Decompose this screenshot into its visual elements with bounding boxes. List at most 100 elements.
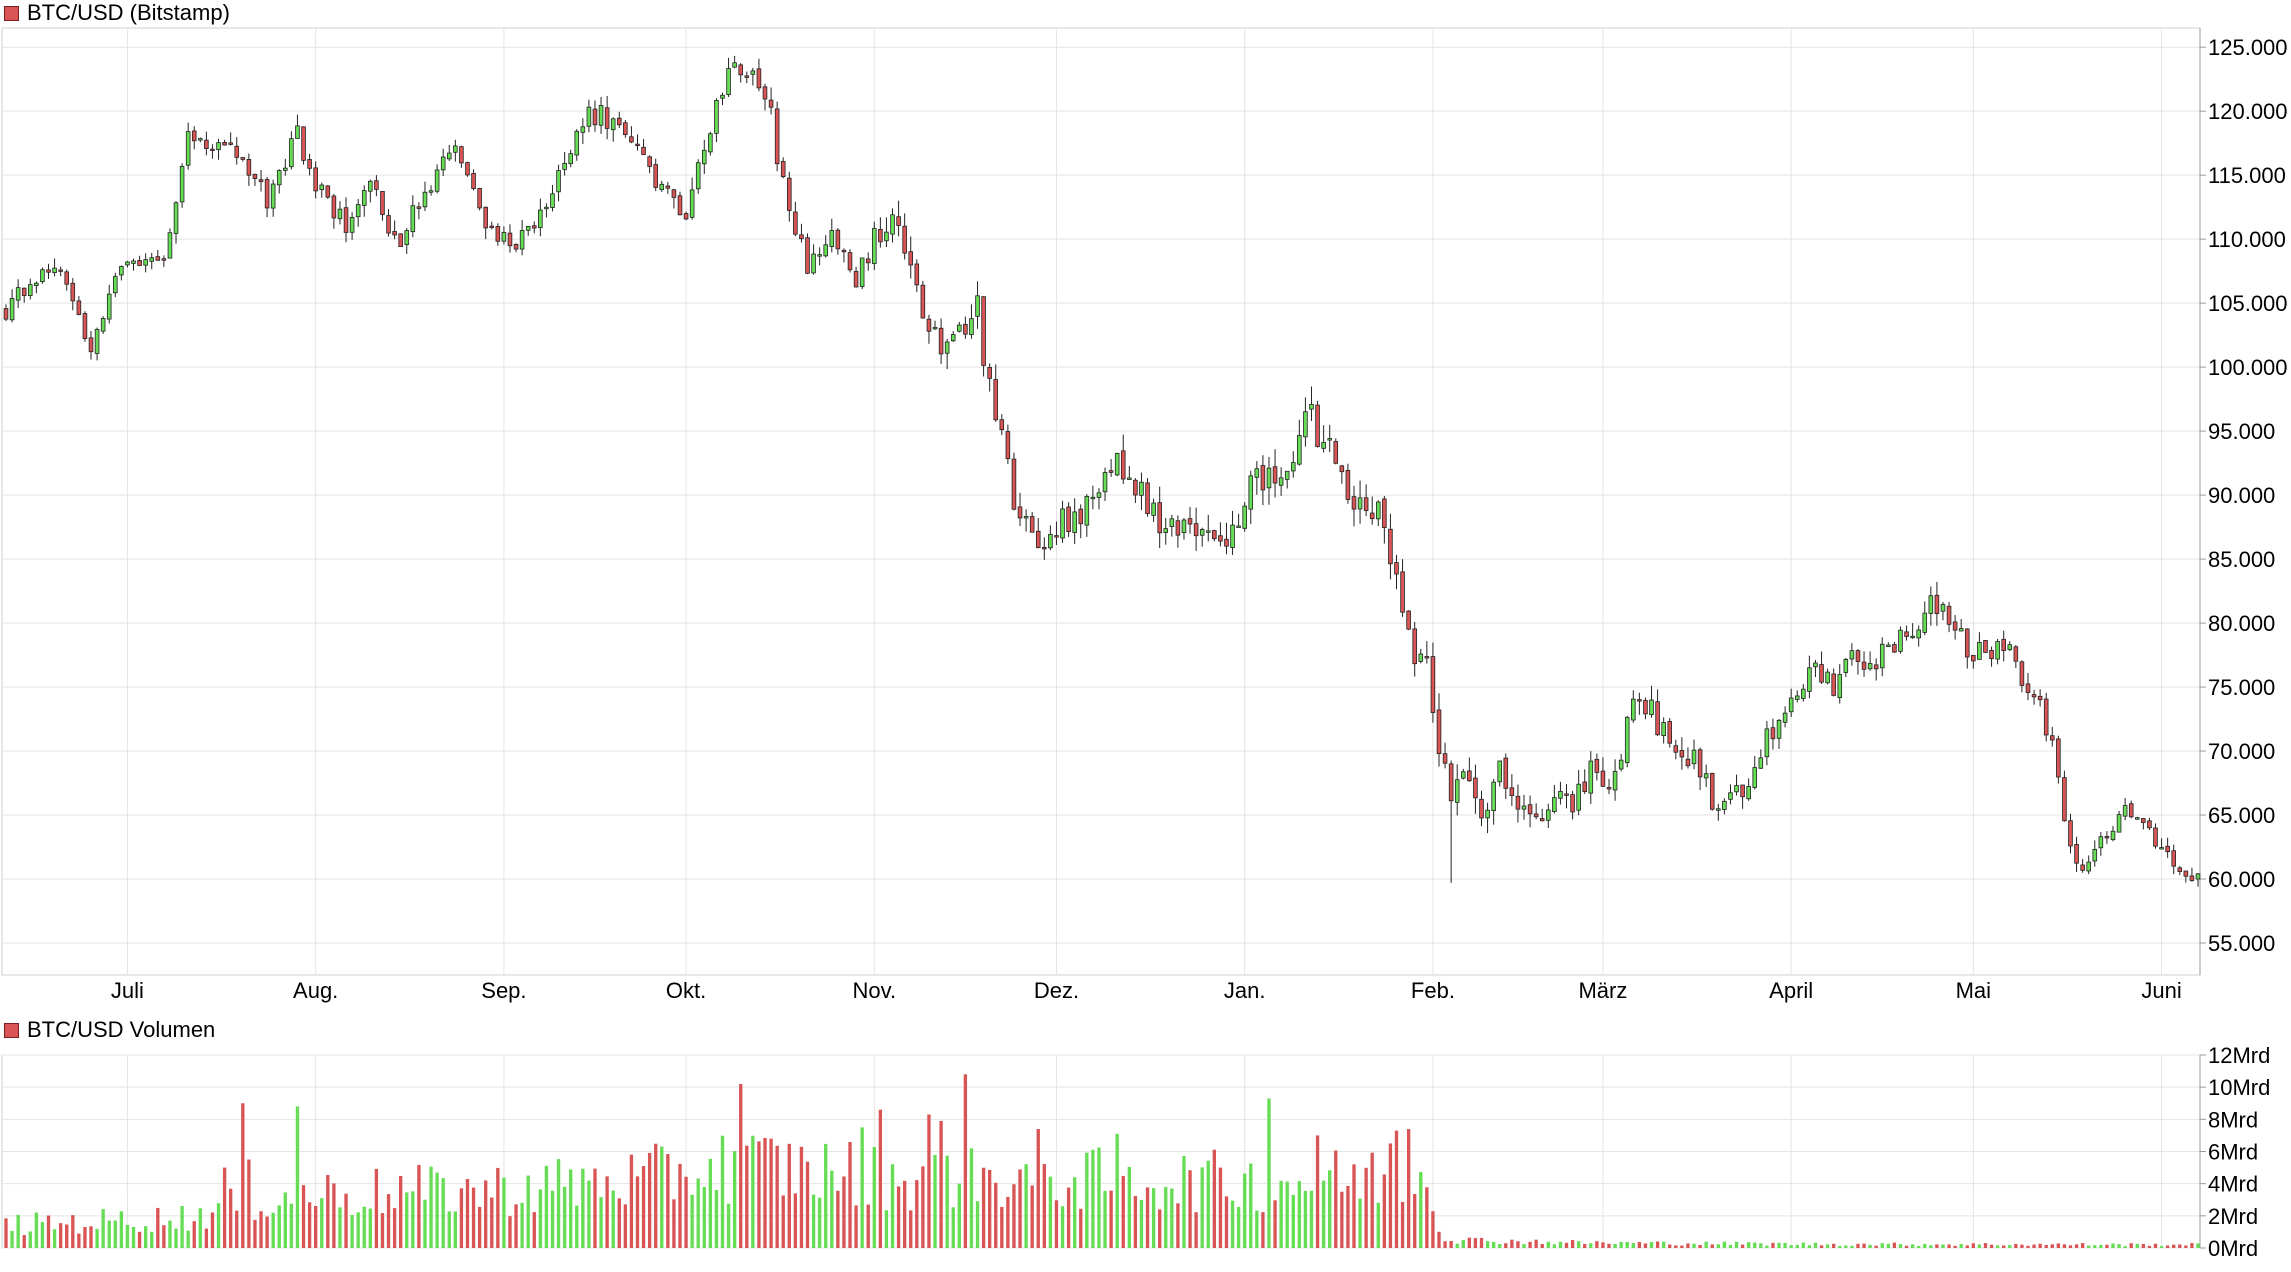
volume-bar-down — [380, 1213, 385, 1248]
candle-up — [1794, 695, 1800, 700]
volume-bar-up — [1716, 1244, 1720, 1248]
volume-bar-down — [1819, 1245, 1824, 1248]
candle-down — [1515, 795, 1521, 810]
candle-down — [222, 142, 227, 146]
volume-bar-down — [1382, 1174, 1387, 1248]
volume-bar-down — [848, 1141, 852, 1248]
volume-bar-down — [484, 1180, 488, 1248]
volume-bar-up — [562, 1186, 567, 1248]
candle-down — [683, 213, 689, 220]
candle-up — [1788, 697, 1794, 713]
volume-bar-up — [1164, 1186, 1168, 1248]
candle-down — [88, 337, 94, 353]
candle-down — [1855, 650, 1861, 662]
candle-down — [1394, 562, 1399, 575]
volume-bar-up — [1813, 1242, 1818, 1248]
candle-down — [616, 117, 622, 126]
candle-up — [446, 152, 452, 160]
volume-bar-down — [678, 1163, 682, 1248]
volume-bar-down — [2178, 1244, 2182, 1248]
candle-down — [1473, 777, 1478, 799]
candle-down — [1533, 813, 1539, 818]
candle-up — [2086, 861, 2091, 872]
volume-bar-down — [1601, 1242, 1605, 1248]
candle-down — [1685, 758, 1691, 767]
candle-up — [185, 131, 191, 166]
candle-down — [1946, 605, 1952, 625]
volume-bar-down — [399, 1175, 403, 1248]
volume-bar-up — [1589, 1243, 1593, 1248]
volume-bar-up — [350, 1214, 354, 1248]
candle-up — [1746, 786, 1751, 800]
candle-down — [1952, 621, 1958, 631]
candle-down — [787, 177, 792, 211]
volume-bar-down — [1564, 1242, 1569, 1248]
candle-down — [2189, 875, 2195, 881]
candle-down — [793, 211, 798, 235]
volume-bar-up — [1613, 1243, 1617, 1248]
volume-bar-down — [1121, 1175, 1125, 1248]
candle-down — [2171, 850, 2176, 867]
volume-bar-up — [40, 1222, 45, 1248]
volume-bar-down — [1054, 1200, 1059, 1248]
candle-down — [1315, 404, 1320, 447]
candle-down — [1448, 763, 1454, 802]
volume-y-tick-label: 0Mrd — [2208, 1236, 2258, 1261]
candle-down — [331, 195, 337, 219]
volume-bar-up — [1910, 1244, 1915, 1248]
candle-up — [1576, 783, 1581, 811]
candle-up — [1849, 650, 1855, 660]
candle-up — [695, 162, 701, 190]
volume-bar-up — [168, 1220, 172, 1248]
volume-bar-down — [1352, 1164, 1356, 1248]
candle-down — [1770, 727, 1776, 740]
volume-bar-down — [508, 1216, 512, 1248]
candle-up — [106, 293, 112, 320]
candle-up — [884, 231, 889, 242]
price-y-tick-label: 120.000 — [2208, 99, 2288, 124]
candle-up — [1102, 472, 1108, 493]
volume-bar-up — [708, 1158, 713, 1248]
candle-down — [234, 145, 240, 158]
candle-down — [2049, 735, 2055, 741]
candle-down — [307, 159, 312, 169]
candle-up — [580, 126, 586, 133]
candle-up — [2122, 805, 2128, 817]
volume-bar-down — [162, 1225, 166, 1248]
candle-up — [969, 318, 974, 336]
candle-down — [841, 249, 847, 253]
candle-up — [1169, 518, 1175, 527]
volume-bar-down — [477, 1206, 482, 1248]
candle-up — [708, 133, 713, 153]
candle-down — [999, 419, 1005, 431]
volume-bar-down — [1607, 1243, 1611, 1248]
candle-down — [938, 327, 944, 355]
volume-bar-up — [544, 1165, 549, 1248]
x-tick-label: Aug. — [293, 978, 338, 1003]
candle-down — [1351, 496, 1357, 510]
candle-up — [1837, 674, 1843, 698]
volume-bar-up — [726, 1203, 731, 1248]
candle-down — [914, 263, 920, 286]
candle-up — [1491, 781, 1496, 811]
volume-bar-up — [180, 1206, 184, 1248]
candle-down — [1989, 649, 1994, 660]
candle-up — [28, 284, 33, 296]
volume-bar-down — [156, 1207, 160, 1248]
candle-up — [732, 62, 737, 68]
candle-down — [1594, 758, 1600, 773]
candle-down — [191, 130, 197, 142]
volume-y-tick-label: 4Mrd — [2208, 1172, 2258, 1197]
volume-bar-up — [435, 1172, 439, 1248]
volume-bar-up — [1085, 1152, 1089, 1248]
candle-down — [531, 225, 537, 229]
volume-bar-down — [2184, 1245, 2188, 1248]
volume-bar-up — [113, 1220, 117, 1248]
volume-panel: 0Mrd 2Mrd 4Mrd 6Mrd 8Mrd 10Mrd 12Mrd — [1, 1043, 2270, 1261]
candle-up — [1843, 658, 1849, 673]
volume-bar-up — [338, 1207, 342, 1248]
volume-bar-up — [1291, 1194, 1295, 1248]
volume-bar-up — [890, 1164, 895, 1248]
candle-up — [428, 190, 434, 193]
candle-up — [1199, 529, 1205, 536]
